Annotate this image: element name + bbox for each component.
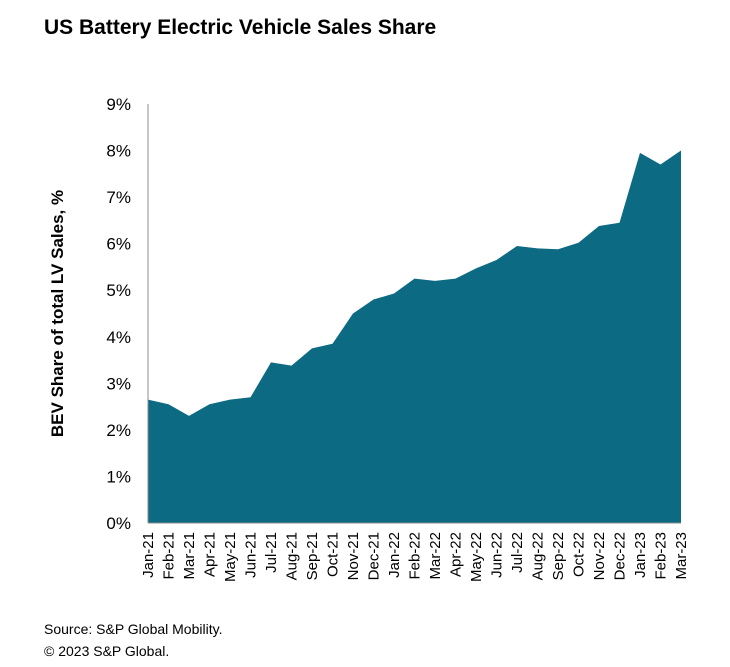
x-tick-label: Sep-22	[550, 532, 567, 580]
y-tick-label: 0%	[106, 514, 131, 533]
x-tick-label: Mar-21	[181, 532, 198, 580]
y-axis-title: BEV Share of total LV Sales, %	[48, 190, 67, 437]
y-tick-label: 3%	[106, 374, 131, 393]
x-tick-label: Aug-21	[284, 532, 301, 580]
y-tick-label: 1%	[106, 467, 131, 486]
x-tick-label: Oct-21	[325, 532, 342, 577]
y-axis-title-group: BEV Share of total LV Sales, %	[48, 190, 67, 437]
x-tick-label: Dec-22	[612, 532, 629, 580]
footer: Source: S&P Global Mobility. © 2023 S&P …	[44, 618, 222, 662]
area-series	[148, 150, 681, 523]
area-layer	[148, 150, 681, 523]
x-tick-label: Mar-23	[673, 532, 690, 580]
area-chart: BEV Share of total LV Sales, % 0% 1% 2% 3% 4…	[48, 95, 690, 582]
x-tick-label: Dec-21	[366, 532, 383, 580]
x-tick-label: Jan-23	[632, 532, 649, 578]
source-note: Source: S&P Global Mobility.	[44, 621, 223, 637]
x-tick-label: Jul-21	[263, 532, 280, 573]
axes	[147, 104, 681, 524]
x-tick-label: Feb-23	[653, 532, 670, 580]
x-tick-label: Feb-21	[161, 532, 178, 580]
x-tick-label: Jan-22	[386, 532, 403, 578]
x-tick-label: Aug-22	[530, 532, 547, 580]
copyright-note: © 2023 S&P Global.	[44, 643, 170, 659]
y-tick-label: 2%	[106, 421, 131, 440]
x-tick-label: Jan-21	[140, 532, 157, 578]
y-tick-label: 5%	[106, 281, 131, 300]
x-tick-label: Jun-21	[243, 532, 260, 578]
y-tick-label: 8%	[106, 142, 131, 161]
x-tick-label: Apr-22	[448, 532, 465, 577]
chart-title: US Battery Electric Vehicle Sales Share	[44, 16, 437, 39]
x-tick-label: Nov-22	[591, 532, 608, 580]
x-tick-label: Apr-21	[202, 532, 219, 577]
y-tick-label: 7%	[106, 188, 131, 207]
y-tick-label: 6%	[106, 235, 131, 254]
y-tick-label: 9%	[106, 95, 131, 114]
y-axis-ticks: 0% 1% 2% 3% 4% 5% 6% 7% 8% 9%	[106, 95, 131, 533]
x-tick-label: Oct-22	[571, 532, 588, 577]
x-tick-label: May-21	[222, 532, 239, 582]
x-tick-label: Jun-22	[489, 532, 506, 578]
x-axis-ticks: Jan-21 Feb-21 Mar-21 Apr-21 May-21 Jun-21 Jul-…	[140, 532, 690, 582]
x-tick-label: May-22	[468, 532, 485, 582]
x-tick-label: Sep-21	[304, 532, 321, 580]
x-tick-label: Feb-22	[407, 532, 424, 580]
x-tick-label: Nov-21	[345, 532, 362, 580]
x-tick-label: Jul-22	[509, 532, 526, 573]
x-tick-label: Mar-22	[427, 532, 444, 580]
y-tick-label: 4%	[106, 328, 131, 347]
